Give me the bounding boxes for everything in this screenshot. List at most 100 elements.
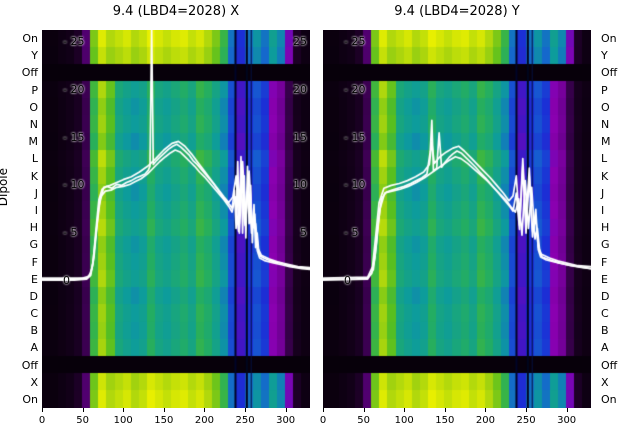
row-label-off: Off (21, 358, 38, 372)
x-tick-label: 0 (38, 415, 46, 426)
x-tick-label: 50 (357, 415, 370, 426)
x-tick-mark (204, 408, 206, 412)
row-label-y: Y (601, 49, 608, 63)
row-label-o: O (601, 100, 610, 114)
row-label-on: On (601, 393, 617, 407)
row-label-e: E (601, 272, 608, 286)
row-label-c: C (601, 307, 609, 321)
row-label-m: M (601, 135, 611, 149)
row-label-on: On (22, 32, 38, 46)
heatmap-canvas-y (323, 30, 591, 408)
x-tick-mark (485, 408, 487, 412)
x-tick-label: 250 (235, 415, 255, 426)
y-tick-label-left: 0 (63, 274, 70, 287)
y-tick-label-right: 20 (293, 82, 307, 96)
x-tick-mark (363, 408, 365, 412)
row-label-l: L (601, 152, 608, 166)
panel-y: - 25 - 20 - 15 - 10 - 5 0 (323, 30, 591, 408)
x-tick-mark (245, 408, 247, 412)
x-tick-label: 150 (435, 415, 455, 426)
row-label-k: K (601, 169, 609, 183)
x-tick-label: 0 (319, 415, 327, 426)
x-tick-mark (163, 408, 165, 412)
row-label-m: M (28, 135, 39, 149)
row-label-f: F (601, 255, 608, 269)
x-tick-label: 100 (113, 415, 133, 426)
x-tick-label: 50 (76, 415, 89, 426)
row-label-off: Off (601, 66, 618, 80)
x-tick-mark (42, 408, 43, 412)
y-tick-label-left: - 15 (63, 130, 85, 144)
row-label-on: On (601, 32, 617, 46)
row-label-j: J (601, 186, 605, 200)
row-label-y: Y (31, 49, 38, 63)
y-tick-label-right: 10 (293, 178, 307, 192)
row-label-p: P (31, 83, 38, 97)
row-labels-left: On Y Off P O N M L K J I H G F E D C B A Off X On (6, 30, 38, 408)
row-label-n: N (29, 118, 38, 132)
row-label-c: C (30, 307, 38, 321)
y-tick-label-left: 0 (344, 274, 351, 287)
row-label-d: D (29, 289, 38, 303)
x-tick-mark (285, 408, 287, 412)
panel-y-title: 9.4 (LBD4=2028) Y (394, 4, 520, 19)
row-label-p: P (601, 83, 608, 97)
x-tick-label: 300 (557, 415, 577, 426)
row-labels-right: On Y Off P O N M L K J I H G F E D C B A Off X On (601, 30, 637, 408)
x-tick-mark (526, 408, 528, 412)
x-tick-label: 300 (276, 415, 296, 426)
row-label-x: X (30, 375, 38, 389)
x-tick-mark (566, 408, 568, 412)
y-tick-label-left: - 15 (344, 130, 366, 144)
y-tick-label-left: - 20 (344, 82, 366, 96)
panel-x: - 25 - 20 - 15 - 10 - 5 0 25 20 15 10 5 (42, 30, 310, 408)
y-tick-label-right: 5 (300, 226, 307, 240)
x-tick-label: 150 (154, 415, 174, 426)
y-tick-label-left: - 10 (63, 178, 85, 192)
row-label-i: I (601, 203, 605, 217)
row-label-k: K (30, 169, 38, 183)
row-label-i: I (34, 203, 38, 217)
x-tick-mark (82, 408, 84, 412)
row-label-b: B (601, 324, 609, 338)
y-tick-label-left: - 25 (63, 35, 85, 48)
x-tick-mark (444, 408, 446, 412)
y-tick-label-left: - 10 (344, 178, 366, 192)
row-label-b: B (30, 324, 38, 338)
row-label-g: G (601, 238, 610, 252)
x-tick-mark (323, 408, 324, 412)
heatmap-canvas-x (42, 30, 310, 408)
row-label-e: E (31, 272, 38, 286)
panel-x-title: 9.4 (LBD4=2028) X (112, 4, 240, 19)
x-tick-label: 200 (194, 415, 214, 426)
x-axis-x: 0 50 100 150 200 250 300 (38, 408, 310, 436)
x-tick-mark (123, 408, 125, 412)
row-label-h: H (29, 221, 38, 235)
row-label-g: G (29, 238, 38, 252)
row-label-off: Off (21, 66, 38, 80)
y-tick-label-right: 25 (293, 35, 307, 48)
row-label-off: Off (601, 358, 618, 372)
y-tick-label-left: - 25 (344, 35, 366, 48)
x-tick-mark (404, 408, 406, 412)
row-label-a: A (601, 341, 609, 355)
x-tick-label: 250 (516, 415, 536, 426)
row-label-h: H (601, 221, 610, 235)
row-label-j: J (34, 186, 38, 200)
row-label-on: On (22, 393, 38, 407)
x-tick-label: 200 (475, 415, 495, 426)
y-tick-label-right: 15 (293, 130, 307, 144)
row-label-a: A (30, 341, 38, 355)
row-label-d: D (601, 289, 610, 303)
row-label-o: O (29, 100, 38, 114)
row-label-n: N (601, 118, 610, 132)
row-label-x: X (601, 375, 609, 389)
x-tick-label: 100 (394, 415, 414, 426)
y-tick-label-left: - 20 (63, 82, 85, 96)
row-label-l: L (31, 152, 38, 166)
y-tick-label-left: - 5 (63, 226, 78, 240)
row-label-f: F (31, 255, 38, 269)
x-axis-y: 0 50 100 150 200 250 300 (319, 408, 591, 436)
y-tick-label-left: - 5 (344, 226, 359, 240)
